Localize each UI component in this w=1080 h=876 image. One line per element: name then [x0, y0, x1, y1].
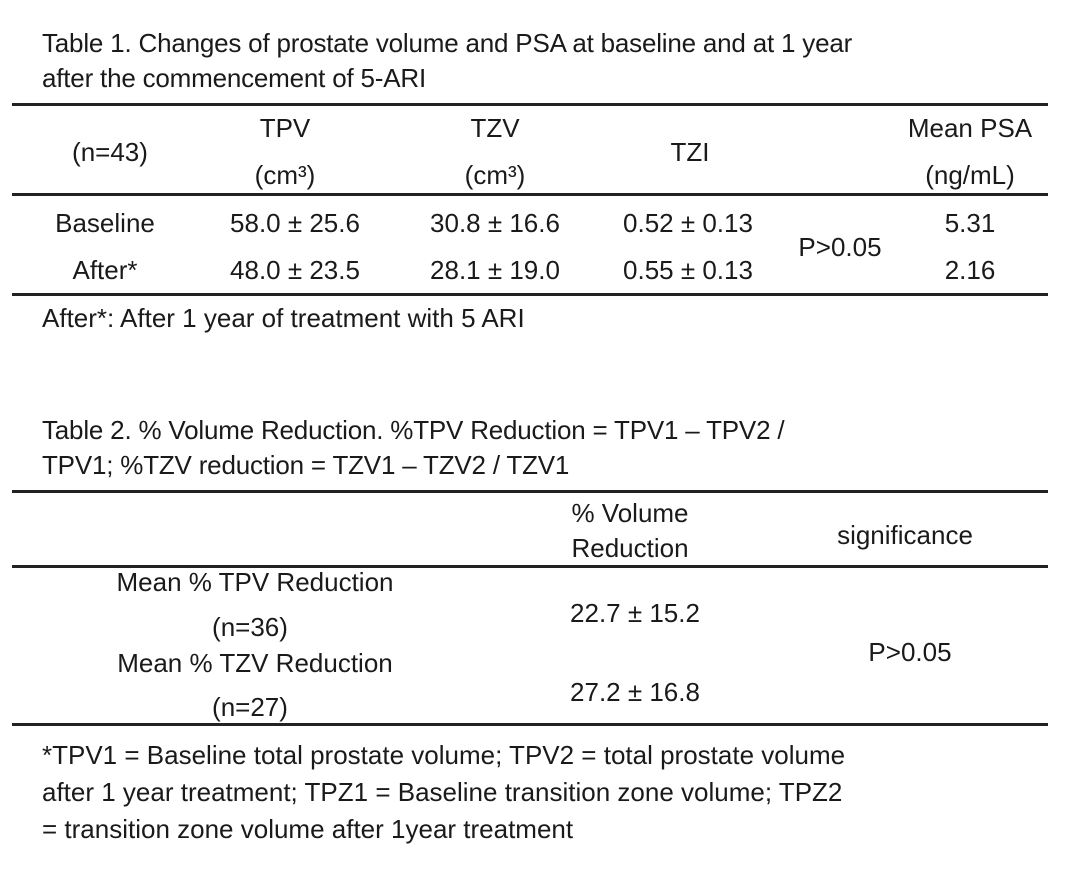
table2-row-label: Mean % TZV Reduction	[117, 648, 393, 678]
table1-header-n: (n=43)	[72, 137, 148, 167]
table1-header-tpv: TPV	[259, 113, 311, 143]
table1-header-rule	[12, 193, 1048, 196]
table2-header-volume-line1: % Volume	[571, 498, 689, 528]
table1-caption-line2: after the commencement of 5-ARI	[42, 63, 426, 93]
table1-cell-tzv: 28.1 ± 19.0	[430, 255, 560, 285]
table1-header-tzv-unit: (cm³)	[464, 160, 526, 190]
table1-note: After*: After 1 year of treatment with 5…	[42, 303, 525, 333]
table2-caption: Table 2. % Volume Reduction. %TPV Reduct…	[42, 413, 1002, 483]
table2-footnote: *TPV1 = Baseline total prostate volume; …	[42, 737, 1022, 848]
table1-row-label: Baseline	[55, 208, 155, 238]
table1-header-tpv-unit: (cm³)	[254, 160, 316, 190]
table1-cell-psa: 2.16	[944, 255, 996, 285]
table2-top-rule	[12, 490, 1048, 493]
table2-header-volume-line2: Reduction	[571, 533, 689, 563]
table1-header-tzi: TZI	[670, 137, 710, 167]
table1-caption: Table 1. Changes of prostate volume and …	[42, 26, 1052, 96]
table1-cell-tpv: 58.0 ± 25.6	[230, 208, 360, 238]
footnote-line1: *TPV1 = Baseline total prostate volume; …	[42, 740, 846, 770]
table2-p-value: P>0.05	[868, 637, 952, 667]
table1-caption-line1: Table 1. Changes of prostate volume and …	[42, 28, 853, 58]
table1-header-tzv: TZV	[470, 113, 520, 143]
table2-caption-line2: TPV1; %TZV reduction = TZV1 – TZV2 / TZV…	[42, 450, 570, 480]
table2-row-label: Mean % TPV Reduction	[116, 567, 394, 597]
table1-p-value: P>0.05	[798, 232, 882, 262]
table1-cell-tzi: 0.52 ± 0.13	[623, 208, 753, 238]
table2-cell-value: 27.2 ± 16.8	[570, 677, 700, 707]
footnote-line2: after 1 year treatment; TPZ1 = Baseline …	[42, 777, 843, 807]
table2-caption-line1: Table 2. % Volume Reduction. %TPV Reduct…	[42, 415, 785, 445]
footnote-line3: = transition zone volume after 1year tre…	[42, 814, 574, 844]
table2-row-n: (n=36)	[212, 612, 288, 642]
table1-cell-tpv: 48.0 ± 23.5	[230, 255, 360, 285]
table1-row-label: After*	[72, 255, 138, 285]
table1-bottom-rule	[12, 293, 1048, 296]
table1-cell-psa: 5.31	[944, 208, 996, 238]
table1-cell-tzi: 0.55 ± 0.13	[623, 255, 753, 285]
table1-top-rule	[12, 103, 1048, 106]
table1-header-psa: Mean PSA	[907, 113, 1033, 143]
table2-bottom-rule	[12, 723, 1048, 726]
table2-row-n: (n=27)	[212, 692, 288, 722]
table1-cell-tzv: 30.8 ± 16.6	[430, 208, 560, 238]
table2-cell-value: 22.7 ± 15.2	[570, 598, 700, 628]
table1-header-psa-unit: (ng/mL)	[925, 160, 1015, 190]
table2-header-rule	[12, 565, 1048, 568]
table2-header-significance: significance	[837, 520, 973, 550]
